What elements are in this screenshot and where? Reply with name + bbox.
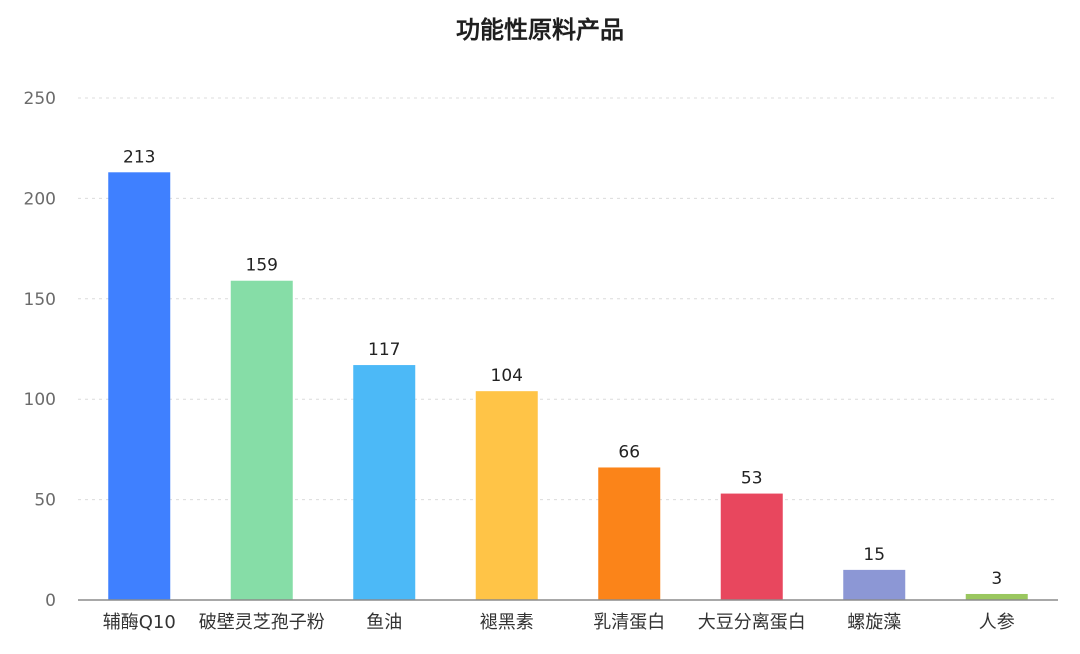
chart-title: 功能性原料产品 bbox=[456, 16, 624, 44]
y-tick-label: 250 bbox=[24, 89, 56, 109]
y-tick-label: 100 bbox=[24, 390, 56, 410]
x-category-label: 辅酶Q10 bbox=[103, 612, 176, 633]
x-axis-categories: 辅酶Q10 破壁灵芝孢子粉 鱼油 褪黑素 乳清蛋白 大豆分离蛋白 螺旋藻 人参 bbox=[103, 612, 1015, 633]
bar-value-label: 66 bbox=[618, 442, 640, 462]
bar-value-label: 117 bbox=[368, 340, 400, 360]
bar-value-label: 3 bbox=[991, 569, 1002, 589]
x-category-label: 乳清蛋白 bbox=[593, 612, 665, 633]
bar bbox=[965, 593, 1028, 600]
bar bbox=[230, 280, 293, 600]
bars bbox=[108, 172, 1028, 600]
y-tick-label: 50 bbox=[34, 491, 56, 511]
x-category-label: 大豆分离蛋白 bbox=[698, 612, 806, 633]
bar-value-label: 213 bbox=[123, 147, 155, 167]
y-tick-label: 150 bbox=[24, 290, 56, 310]
y-tick-label: 200 bbox=[24, 189, 56, 209]
gridlines bbox=[78, 97, 1058, 501]
bar bbox=[598, 467, 661, 600]
bar bbox=[843, 569, 906, 600]
bar-value-label: 159 bbox=[246, 256, 278, 276]
x-category-label: 破壁灵芝孢子粉 bbox=[199, 612, 325, 633]
bar-value-label: 104 bbox=[491, 366, 523, 386]
bar bbox=[108, 172, 171, 600]
bar-value-label: 53 bbox=[741, 469, 763, 489]
bar-value-label: 15 bbox=[863, 545, 885, 565]
x-category-label: 螺旋藻 bbox=[847, 612, 901, 633]
y-tick-label: 0 bbox=[45, 591, 56, 611]
bar bbox=[475, 391, 538, 600]
bar bbox=[720, 493, 783, 600]
data-labels: 213 159 117 104 66 53 15 3 bbox=[123, 147, 1002, 589]
x-category-label: 褪黑素 bbox=[480, 612, 534, 633]
y-axis-ticks: 0 50 100 150 200 250 bbox=[24, 89, 56, 611]
bar bbox=[353, 365, 416, 600]
x-category-label: 人参 bbox=[979, 612, 1015, 633]
x-category-label: 鱼油 bbox=[366, 612, 402, 633]
